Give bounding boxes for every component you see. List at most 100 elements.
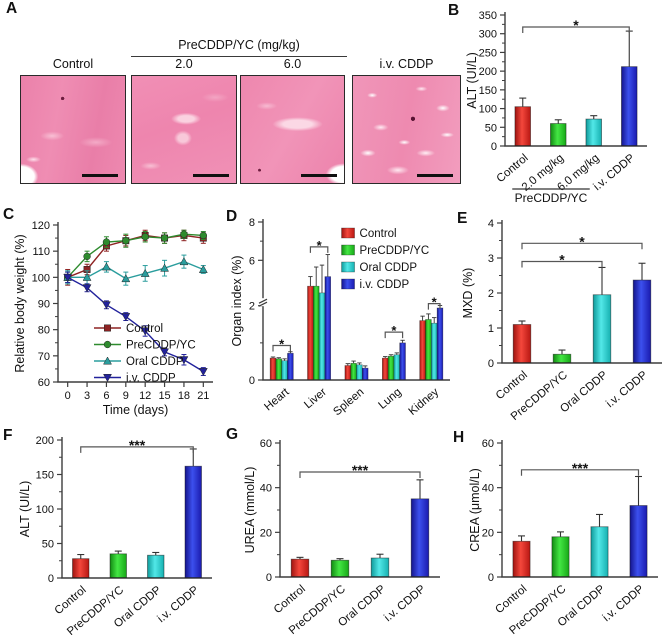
- svg-text:21: 21: [197, 390, 209, 402]
- svg-text:Kidney: Kidney: [407, 386, 442, 418]
- svg-text:Control: Control: [126, 323, 163, 335]
- svg-text:60: 60: [38, 377, 50, 389]
- svg-text:i.v. CDDP: i.v. CDDP: [604, 369, 650, 410]
- svg-text:Control: Control: [360, 228, 397, 240]
- svg-text:6: 6: [249, 255, 255, 267]
- panel-label-c: C: [3, 206, 15, 223]
- svg-text:Control: Control: [272, 583, 308, 616]
- svg-text:i.v. CDDP: i.v. CDDP: [601, 583, 647, 624]
- svg-text:70: 70: [38, 351, 50, 363]
- panel-label-b: B: [448, 2, 460, 19]
- svg-text:150: 150: [36, 470, 54, 482]
- svg-text:0: 0: [488, 572, 494, 584]
- svg-text:0: 0: [491, 141, 497, 153]
- svg-text:100: 100: [32, 272, 50, 284]
- svg-text:Control: Control: [53, 584, 89, 617]
- svg-text:250: 250: [479, 47, 497, 59]
- svg-text:40: 40: [482, 483, 494, 495]
- svg-text:60: 60: [482, 438, 494, 450]
- svg-text:*: *: [573, 17, 579, 33]
- histology-image-control: [20, 75, 126, 184]
- svg-text:60: 60: [260, 438, 272, 450]
- svg-text:Lung: Lung: [377, 386, 404, 412]
- svg-text:CREA (μmol/L): CREA (μmol/L): [468, 468, 482, 552]
- svg-text:50: 50: [485, 122, 497, 134]
- svg-text:1: 1: [488, 323, 494, 335]
- chart-organ-index: 0 2 6 8 Organ index (%) Heart Liver Spleen Lung K…: [230, 217, 450, 418]
- scale-bar: [301, 173, 337, 177]
- svg-text:***: ***: [572, 460, 589, 476]
- svg-text:40: 40: [260, 483, 272, 495]
- svg-text:3: 3: [84, 390, 90, 402]
- svg-text:PreCDDP/YC: PreCDDP/YC: [515, 191, 588, 205]
- svg-text:20: 20: [482, 527, 494, 539]
- svg-text:Oral CDDP: Oral CDDP: [126, 356, 184, 368]
- svg-text:*: *: [559, 252, 565, 268]
- svg-text:6: 6: [103, 390, 109, 402]
- svg-text:0: 0: [48, 573, 54, 585]
- svg-text:3: 3: [488, 253, 494, 265]
- histology-image-2mgkg: [131, 75, 237, 184]
- svg-text:110: 110: [32, 246, 50, 258]
- svg-text:18: 18: [178, 390, 190, 402]
- svg-text:8: 8: [249, 217, 255, 229]
- panel-organ-index: D 0 2 6 8 Organ index (%) Heart Liver Spleen Lun…: [226, 200, 455, 418]
- svg-text:20: 20: [260, 527, 272, 539]
- svg-text:0: 0: [488, 358, 494, 370]
- svg-text:Liver: Liver: [302, 386, 329, 411]
- svg-text:ALT (UI/L): ALT (UI/L): [18, 481, 32, 538]
- scale-bar: [82, 173, 118, 177]
- svg-text:i.v. CDDP: i.v. CDDP: [382, 583, 428, 624]
- panel-crea: H 0 20 40 60 CREA (μmol/L) Control PreCDDP/YC O…: [450, 415, 667, 635]
- svg-text:300: 300: [479, 29, 497, 41]
- svg-text:Spleen: Spleen: [331, 386, 366, 418]
- group-header-line: [131, 56, 347, 57]
- panel-label-g: G: [226, 426, 239, 443]
- svg-text:50: 50: [42, 539, 54, 551]
- svg-text:Control: Control: [493, 583, 529, 616]
- svg-text:Heart: Heart: [262, 386, 292, 414]
- panel-body-weight: C 60 70 80 90 100 110 120 0 3 6 9 12 15 18 21 Time (day…: [0, 200, 228, 418]
- panel-label-f: F: [3, 427, 13, 444]
- scale-bar: [417, 173, 453, 177]
- svg-text:PreCDDP/YC: PreCDDP/YC: [126, 340, 196, 352]
- svg-text:i.v. CDDP: i.v. CDDP: [155, 584, 201, 625]
- svg-text:100: 100: [36, 504, 54, 516]
- panel-label-e: E: [457, 210, 468, 227]
- svg-text:*: *: [391, 323, 397, 338]
- svg-text:350: 350: [479, 10, 497, 22]
- svg-text:Oral CDDP: Oral CDDP: [360, 262, 418, 274]
- svg-text:100: 100: [479, 104, 497, 116]
- column-label-2mgkg: 2.0: [175, 57, 193, 71]
- svg-text:*: *: [279, 336, 285, 351]
- panel-mxd: E 0 1 2 3 4 MXD (%) Control PreCDDP/YC Oral CDDP…: [455, 200, 667, 423]
- svg-text:Organ index (%): Organ index (%): [230, 255, 244, 346]
- panel-label-h: H: [453, 429, 465, 446]
- svg-text:Control: Control: [494, 369, 530, 402]
- panel-alt-treatment: F 0 50 100 150 200 ALT (UI/L) Control PreCDDP/Y…: [0, 415, 228, 635]
- svg-text:200: 200: [479, 66, 497, 78]
- chart-body-weight: 60 70 80 90 100 110 120 0 3 6 9 12 15 18 21 Time (days)…: [13, 220, 213, 417]
- column-label-6mgkg: 6.0: [283, 57, 302, 71]
- histology-image-iv-cddp: [352, 75, 461, 184]
- column-label-iv-cddp: i.v. CDDP: [379, 57, 434, 71]
- scale-bar: [193, 173, 229, 177]
- column-label-control: Control: [52, 57, 94, 71]
- svg-text:15: 15: [158, 390, 170, 402]
- panel-urea: G 0 20 40 60 UREA (mmol/L) Control PreCDDP/YC O…: [226, 415, 452, 635]
- svg-text:Relative body weight (%): Relative body weight (%): [13, 234, 27, 372]
- svg-text:PreCDDP/YC: PreCDDP/YC: [360, 245, 430, 257]
- svg-text:i.v. CDDP: i.v. CDDP: [360, 279, 410, 291]
- svg-text:i.v. CDDP: i.v. CDDP: [126, 373, 176, 385]
- svg-text:0: 0: [266, 572, 272, 584]
- svg-text:120: 120: [32, 220, 50, 232]
- panel-histology: A PreCDDP/YC (mg/kg) Control 2.0 6.0 i.v…: [0, 0, 462, 200]
- treatment-group-header: PreCDDP/YC (mg/kg): [178, 38, 300, 52]
- svg-text:9: 9: [123, 390, 129, 402]
- svg-text:***: ***: [352, 462, 369, 478]
- svg-text:2: 2: [488, 288, 494, 300]
- panel-alt-pretreatment: B 0 50 100 150 200 250 300 350 ALT (UI/L) Control…: [445, 0, 667, 212]
